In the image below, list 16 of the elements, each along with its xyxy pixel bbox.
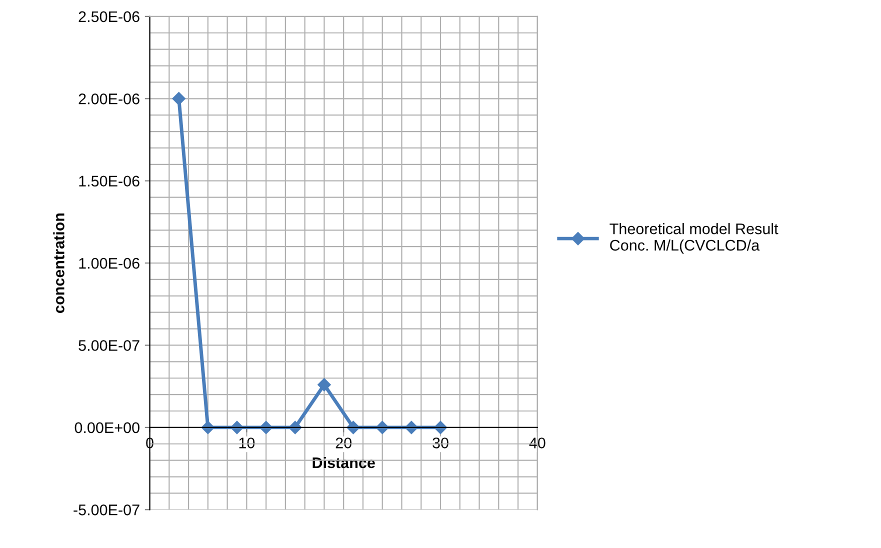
- y-tick-label: 2.00E-06: [78, 94, 140, 104]
- x-tick-label: 40: [529, 438, 546, 448]
- y-tick-label: 5.00E-07: [78, 340, 140, 351]
- legend-label: Theoretical model Result Conc. M/L(CVCLCD/a: [610, 223, 778, 254]
- x-tick-label: 30: [432, 438, 448, 448]
- x-tick-label: 10: [239, 438, 255, 448]
- y-tick-label: -5.00E-07: [74, 504, 140, 516]
- y-tick-label: 1.00E-06: [79, 258, 140, 269]
- point: [346, 420, 360, 434]
- y-axis-title: concentration: [53, 213, 64, 313]
- point: [172, 92, 186, 106]
- y-tick-label: 2.50E-06: [78, 11, 140, 22]
- y-tick-label: 0.00E+00: [74, 422, 140, 434]
- y-tick-label: 1.50E-06: [79, 176, 140, 187]
- x-tick-label: 20: [336, 438, 352, 448]
- point: [318, 378, 331, 392]
